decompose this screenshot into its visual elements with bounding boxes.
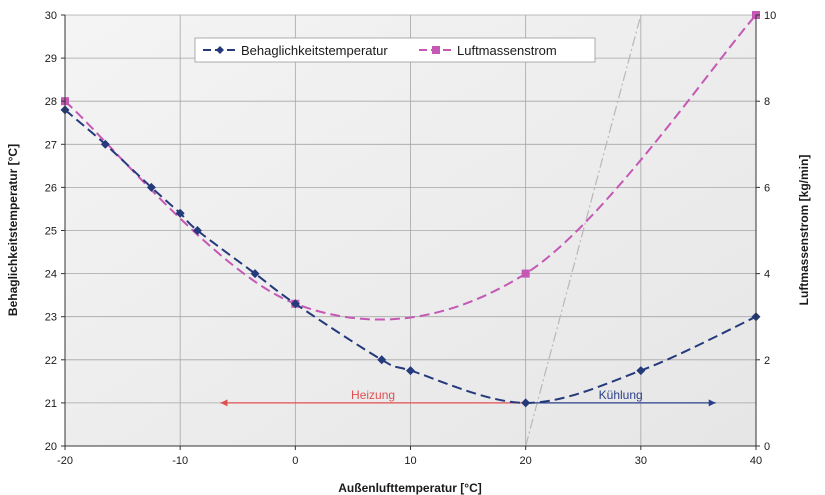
series-line (64, 14, 757, 321)
y-tick-label: 22 (45, 355, 57, 367)
data-point (192, 226, 202, 235)
y-tick-label: 27 (45, 139, 57, 151)
y2-tick-label: 0 (764, 441, 770, 453)
legend-box (194, 37, 596, 63)
y-tick-label: 23 (45, 312, 57, 324)
y-tick-label: 30 (45, 10, 57, 22)
annotation-heizung: Heizung (220, 388, 526, 407)
legend-marker-behaglich (216, 46, 224, 54)
x-tick-label: -10 (172, 455, 188, 467)
y2-tick-label: 10 (764, 10, 776, 22)
x-axis-title: Außenlufttemperatur [°C] (338, 481, 481, 495)
y-tick-label: 28 (45, 96, 57, 108)
y-tick-label: 29 (45, 53, 57, 65)
data-point (636, 366, 646, 376)
y2-tick-label: 4 (764, 269, 770, 281)
y2-tick-label: 6 (764, 182, 770, 194)
reference-line (525, 14, 642, 447)
y-tick-label: 24 (45, 269, 57, 281)
y-tick-label: 26 (45, 182, 57, 194)
x-tick-label: 0 (292, 455, 298, 467)
y2-tick-label: 8 (764, 96, 770, 108)
annotation-arrowhead (708, 399, 716, 407)
annotation-arrowhead (220, 399, 228, 407)
legend-marker-luft (432, 46, 440, 54)
data-point (521, 398, 531, 408)
series-line (64, 109, 757, 404)
data-point (406, 366, 415, 376)
data-point (290, 299, 300, 309)
reference-line-layer (525, 14, 642, 447)
data-point (377, 355, 387, 365)
annotation-label: Heizung (351, 388, 395, 402)
x-tick-label: -20 (57, 455, 73, 467)
x-tick-label: 40 (750, 455, 762, 467)
y-tick-label: 20 (45, 441, 57, 453)
x-tick-label: 20 (520, 455, 532, 467)
axes: -20 -10 0 10 20 30 402021222324252627282930024… (45, 10, 777, 467)
y-axis-title: Behaglichkeitstemperatur [°C] (6, 144, 20, 316)
data-point (146, 182, 156, 192)
y2-axis-title: Luftmassenstrom [kg/min] (797, 155, 811, 306)
annotation-layer: Heizung Kühlung (220, 388, 716, 407)
y-tick-label: 21 (45, 398, 57, 410)
annotation-kuehlung: Kühlung (525, 388, 716, 407)
y-tick-label: 25 (45, 226, 57, 238)
data-point (521, 269, 530, 278)
annotation-label: Kühlung (599, 388, 643, 402)
x-tick-label: 10 (404, 455, 416, 467)
data-point (100, 139, 110, 149)
y2-tick-label: 2 (764, 355, 770, 367)
legend-label-behaglich: Behaglichkeitstemperatur (241, 43, 388, 58)
legend-label-luft: Luftmassenstrom (457, 43, 557, 58)
data-point (175, 208, 185, 218)
legend: Behaglichkeitstemperatur Luftmassenstrom (194, 37, 596, 63)
x-tick-label: 30 (635, 455, 647, 467)
data-point (250, 269, 260, 279)
